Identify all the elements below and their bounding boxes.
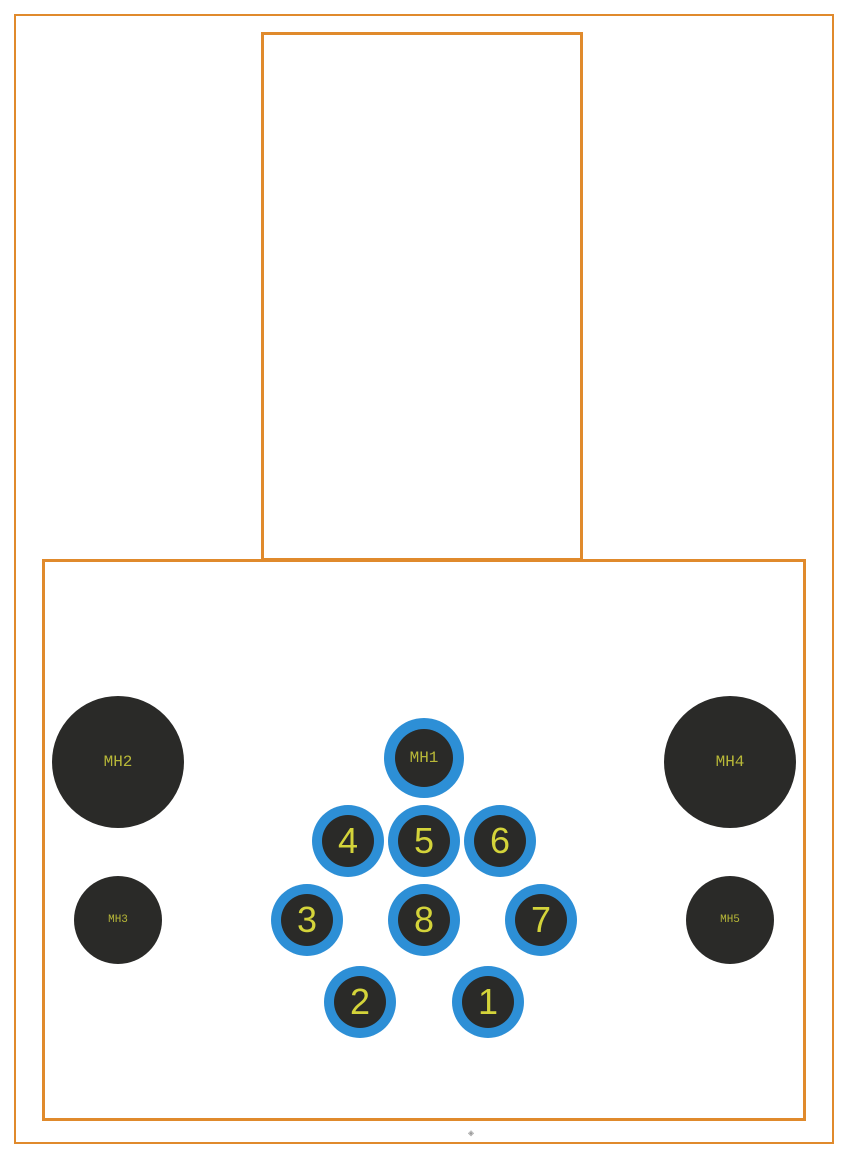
mount-hole-mh4: MH4 [664, 696, 796, 828]
pad-7: 7 [505, 884, 577, 956]
pad-2-label: 2 [350, 984, 370, 1020]
mh3-label: MH3 [108, 915, 128, 926]
top-outline-rect [261, 32, 583, 561]
pad-1-label: 1 [478, 984, 498, 1020]
mount-hole-mh3: MH3 [74, 876, 162, 964]
pad-4: 4 [312, 805, 384, 877]
mh2-label: MH2 [104, 754, 133, 770]
pad-5-label: 5 [414, 823, 434, 859]
mount-hole-mh2: MH2 [52, 696, 184, 828]
mh5-label: MH5 [720, 915, 740, 926]
mh1-label: MH1 [410, 750, 439, 766]
pad-5: 5 [388, 805, 460, 877]
pad-8-label: 8 [414, 902, 434, 938]
pad-8: 8 [388, 884, 460, 956]
pad-2: 2 [324, 966, 396, 1038]
pad-3: 3 [271, 884, 343, 956]
pad-1: 1 [452, 966, 524, 1038]
pad-6-label: 6 [490, 823, 510, 859]
pad-3-label: 3 [297, 902, 317, 938]
mount-hole-mh1: MH1 [384, 718, 464, 798]
pad-7-label: 7 [531, 902, 551, 938]
mh4-label: MH4 [716, 754, 745, 770]
origin-marker: ◈ [468, 1128, 474, 1140]
mount-hole-mh5: MH5 [686, 876, 774, 964]
pad-6: 6 [464, 805, 536, 877]
pad-4-label: 4 [338, 823, 358, 859]
